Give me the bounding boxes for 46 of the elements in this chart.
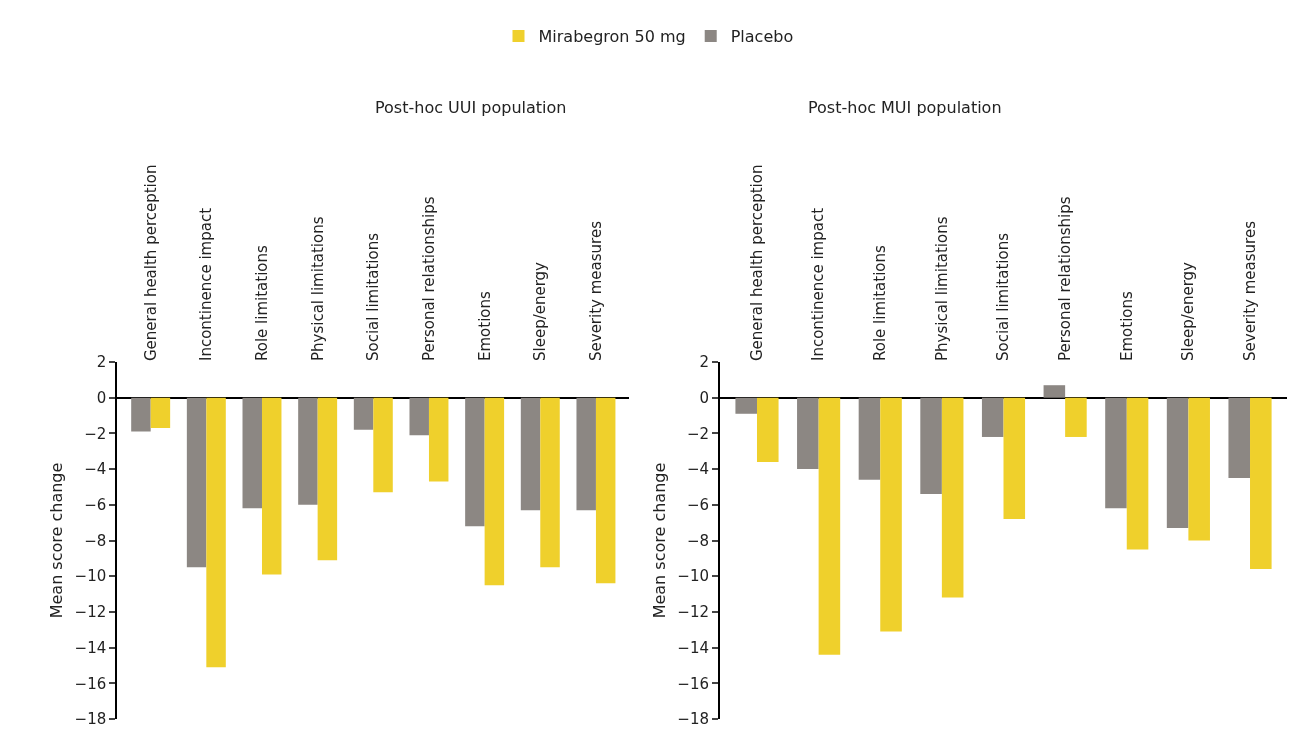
y-tick-label: −2 bbox=[686, 424, 710, 443]
legend-label: Mirabegron 50 mg bbox=[538, 27, 686, 47]
x-tick-label: Personal relationships bbox=[1056, 196, 1075, 361]
x-tick-label: General health perception bbox=[141, 164, 160, 361]
x-tick-label: Emotions bbox=[475, 291, 494, 361]
y-tick-label: −10 bbox=[677, 567, 710, 586]
y-axis-title: Mean score change bbox=[649, 462, 669, 619]
y-tick-label: −4 bbox=[84, 460, 107, 479]
y-tick-label: −12 bbox=[74, 603, 107, 622]
y-tick-label: 2 bbox=[96, 353, 107, 372]
x-tick-label: General health perception bbox=[747, 164, 766, 361]
y-tick-label: −12 bbox=[677, 603, 710, 622]
y-tick-label: −14 bbox=[677, 638, 710, 657]
x-tick-label: Sleep/energy bbox=[1179, 261, 1198, 361]
x-tick-label: Incontinence impact bbox=[809, 207, 828, 361]
y-tick-label: 2 bbox=[699, 353, 710, 372]
x-tick-label: Severity measures bbox=[1240, 220, 1259, 361]
y-tick-label: −6 bbox=[84, 496, 107, 515]
chart-title: Post-hoc MUI population bbox=[808, 98, 1002, 117]
x-tick-label: Severity measures bbox=[586, 220, 605, 361]
y-axis-title: Mean score change bbox=[47, 462, 67, 619]
x-tick-label: Physical limitations bbox=[308, 216, 327, 361]
y-tick-label: −10 bbox=[74, 567, 107, 586]
y-tick-label: 0 bbox=[699, 388, 710, 407]
y-tick-label: −14 bbox=[74, 638, 107, 657]
x-tick-label: Physical limitations bbox=[932, 216, 951, 361]
x-tick-label: Social limitations bbox=[364, 232, 383, 361]
y-tick-label: −4 bbox=[686, 460, 710, 479]
y-tick-label: −2 bbox=[84, 424, 107, 443]
y-tick-label: −16 bbox=[677, 674, 710, 693]
x-tick-label: Role limitations bbox=[871, 244, 890, 361]
y-tick-label: −16 bbox=[74, 674, 107, 693]
legend-label: Placebo bbox=[730, 27, 794, 47]
y-tick-label: −18 bbox=[677, 710, 710, 729]
y-tick-label: −8 bbox=[84, 531, 107, 550]
y-tick-label: 0 bbox=[96, 388, 107, 407]
x-tick-label: Sleep/energy bbox=[531, 261, 550, 361]
x-tick-label: Personal relationships bbox=[419, 196, 438, 361]
x-tick-label: Social limitations bbox=[994, 232, 1013, 361]
x-tick-label: Emotions bbox=[1117, 291, 1136, 361]
y-tick-label: −8 bbox=[686, 531, 710, 550]
y-tick-label: −6 bbox=[686, 496, 710, 515]
chart-title: Post-hoc UUI population bbox=[375, 98, 567, 117]
x-tick-label: Role limitations bbox=[252, 244, 271, 361]
y-tick-label: −18 bbox=[74, 710, 107, 729]
x-tick-label: Incontinence impact bbox=[197, 207, 216, 361]
